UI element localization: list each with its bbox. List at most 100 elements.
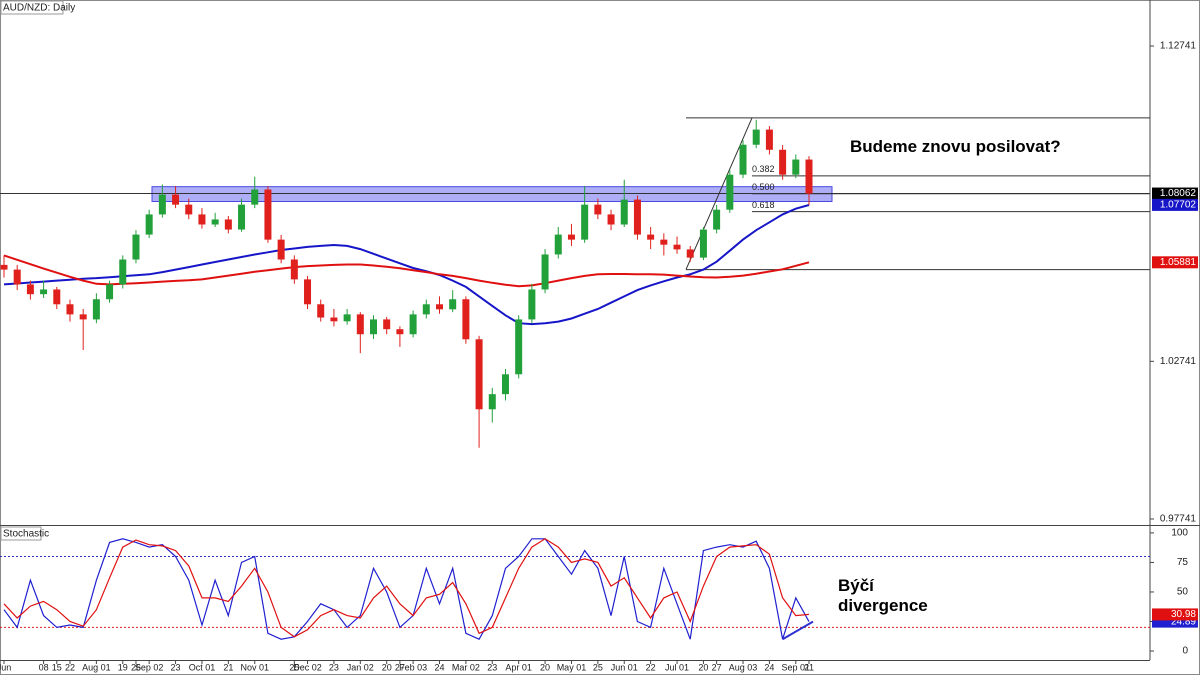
candle-body bbox=[713, 209, 721, 230]
y-tick-label: 1.02741 bbox=[1160, 356, 1197, 367]
y-tick-label: 0.97741 bbox=[1160, 514, 1197, 525]
candle-body bbox=[79, 314, 87, 320]
candle-body bbox=[264, 189, 272, 240]
x-tick-label: Mar 02 bbox=[452, 662, 480, 672]
candle-body bbox=[343, 314, 351, 322]
x-tick-label: 26 bbox=[131, 662, 141, 672]
candle-body bbox=[383, 319, 391, 330]
fib-level-label: 0.618 bbox=[752, 200, 775, 210]
candle-body bbox=[370, 319, 378, 335]
price-label: 1.08062 bbox=[1160, 188, 1197, 199]
x-tick-label: Nov 01 bbox=[240, 662, 269, 672]
value-label-box bbox=[1152, 608, 1198, 621]
candle-body bbox=[92, 299, 100, 320]
candle-body bbox=[726, 174, 734, 210]
candle-body bbox=[238, 204, 246, 230]
value-label: 30.98 bbox=[1171, 609, 1196, 620]
x-tick-label: 19 bbox=[118, 662, 128, 672]
x-tick-label: 22 bbox=[65, 662, 75, 672]
moving-average bbox=[3, 204, 810, 326]
candle-body bbox=[53, 289, 61, 305]
x-tick-label: 25 bbox=[289, 662, 299, 672]
fib-level-label: 0.500 bbox=[752, 182, 775, 192]
candle-body bbox=[251, 189, 259, 205]
candle-body bbox=[739, 144, 747, 175]
x-tick-label: 08 bbox=[39, 662, 49, 672]
x-tick-label: 25 bbox=[593, 662, 603, 672]
candle-body bbox=[449, 299, 457, 310]
price-label-box bbox=[1152, 187, 1198, 200]
x-tick-label: 22 bbox=[646, 662, 656, 672]
chart-title: AUD/NZD: Daily bbox=[3, 3, 75, 14]
candle-body bbox=[119, 259, 127, 285]
x-tick-label: Jun bbox=[0, 662, 11, 672]
x-tick-label: Dec 02 bbox=[293, 662, 322, 672]
candle-body bbox=[185, 204, 193, 215]
candle-body bbox=[501, 374, 509, 395]
candle-body bbox=[541, 254, 549, 290]
candle-body bbox=[211, 219, 219, 225]
divergence-line bbox=[782, 620, 814, 641]
candle-body bbox=[699, 229, 707, 258]
indicator-title: Stochastic bbox=[3, 529, 49, 540]
candle-body bbox=[620, 199, 628, 225]
annotation: Býčí divergence bbox=[838, 576, 928, 615]
candle-body bbox=[594, 204, 602, 215]
x-tick-label: 21 bbox=[223, 662, 233, 672]
fib-trend bbox=[685, 117, 753, 270]
candle-body bbox=[686, 249, 694, 258]
x-tick-label: Jan 02 bbox=[347, 662, 374, 672]
candle-body bbox=[647, 234, 655, 240]
candle-body bbox=[528, 289, 536, 320]
candle-body bbox=[475, 339, 483, 410]
x-tick-label: Sep 02 bbox=[135, 662, 164, 672]
candle-body bbox=[145, 214, 153, 235]
y-tick-label: 0 bbox=[1182, 646, 1188, 657]
x-tick-label: Aug 03 bbox=[729, 662, 758, 672]
candle-body bbox=[660, 239, 668, 245]
x-tick-label: Apr 01 bbox=[505, 662, 532, 672]
value-label: 24.89 bbox=[1171, 616, 1196, 627]
title-box bbox=[0, 0, 64, 15]
x-tick-label: 24 bbox=[764, 662, 774, 672]
y-tick-label: 75 bbox=[1177, 557, 1189, 568]
candle-body bbox=[779, 149, 787, 175]
candle-body bbox=[304, 279, 312, 305]
stochastic-line bbox=[3, 538, 810, 638]
candle-body bbox=[567, 234, 575, 240]
candle-body bbox=[172, 194, 180, 205]
candle-body bbox=[752, 129, 760, 145]
candle-body bbox=[66, 304, 74, 315]
stochastic-line bbox=[3, 538, 810, 640]
x-tick-label: 23 bbox=[487, 662, 497, 672]
candle-body bbox=[488, 394, 496, 410]
x-tick-label: 15 bbox=[52, 662, 62, 672]
price-label-box bbox=[1152, 198, 1198, 211]
candle-body bbox=[330, 317, 338, 322]
x-tick-label: 23 bbox=[329, 662, 339, 672]
price-label: 1.07702 bbox=[1160, 200, 1197, 211]
candle-body bbox=[198, 214, 206, 225]
candle-body bbox=[0, 264, 8, 270]
candle-body bbox=[158, 194, 166, 215]
x-tick-label: 24 bbox=[434, 662, 444, 672]
candle-body bbox=[607, 214, 615, 225]
x-tick-label: 21 bbox=[804, 662, 814, 672]
candle-body bbox=[422, 304, 430, 315]
price-label-box bbox=[1152, 256, 1198, 269]
candle-body bbox=[581, 204, 589, 240]
candle-body bbox=[765, 129, 773, 150]
candle-body bbox=[290, 259, 298, 280]
candle-body bbox=[26, 284, 34, 295]
candle-body bbox=[40, 289, 48, 295]
x-tick-label: May 01 bbox=[557, 662, 587, 672]
candle-body bbox=[224, 219, 232, 230]
candle-body bbox=[462, 299, 470, 340]
x-tick-label: 27 bbox=[395, 662, 405, 672]
plot: 0.97741 1.02741 1.12741 0.382 0.500 0.618 1.08… bbox=[0, 41, 1198, 672]
x-tick-label: 20 bbox=[698, 662, 708, 672]
candle-body bbox=[277, 239, 285, 260]
candle-body bbox=[792, 159, 800, 175]
